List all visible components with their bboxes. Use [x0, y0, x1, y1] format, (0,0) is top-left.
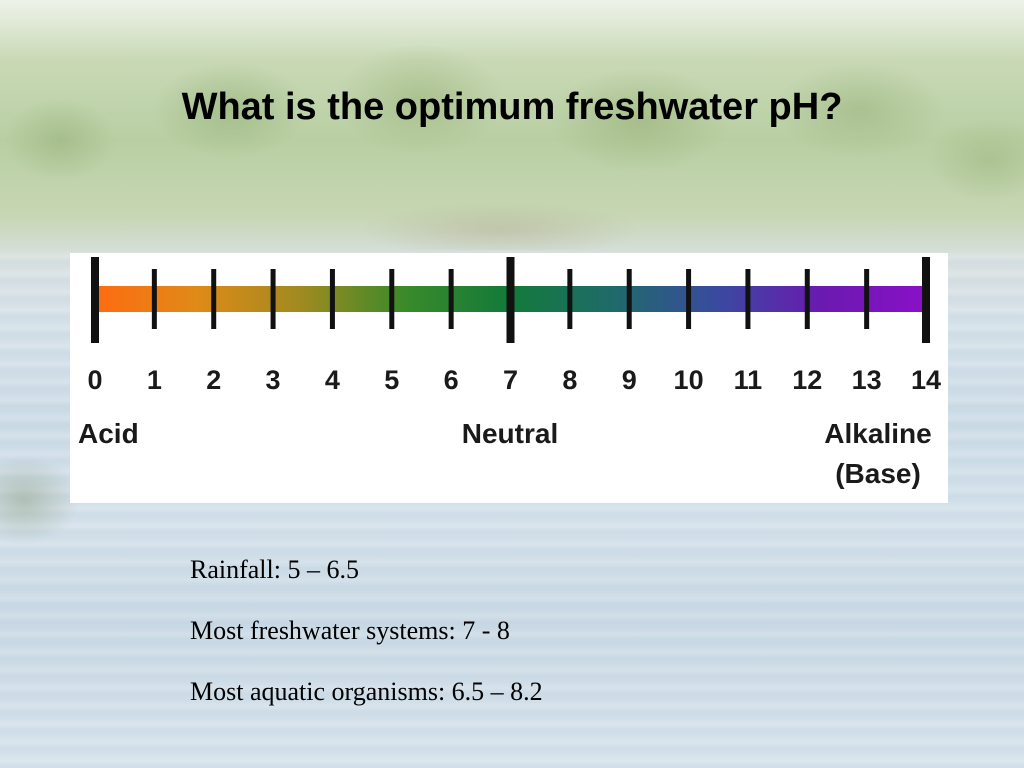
alkaline-label: Alkaline — [824, 418, 931, 449]
ph-scale-panel: 0 1 2 3 4 5 6 7 8 9 10 11 12 13 14 Acid Neutral Alkali… — [70, 253, 948, 503]
ph-tick-label-11: 11 — [734, 365, 763, 395]
ph-scale-diagram: 0 1 2 3 4 5 6 7 8 9 10 11 12 13 14 Acid Neutral Alkali… — [78, 257, 941, 489]
ph-tick-label-6: 6 — [444, 365, 459, 395]
ph-tick-label-9: 9 — [622, 365, 637, 395]
ph-tick-label-7: 7 — [503, 365, 518, 395]
ph-tick-label-12: 12 — [792, 365, 822, 395]
freshwater-systems-fact: Most freshwater systems: 7 - 8 — [190, 616, 510, 645]
ph-tick-label-8: 8 — [562, 365, 577, 395]
rainfall-fact: Rainfall: 5 – 6.5 — [190, 555, 359, 584]
ph-tick-label-5: 5 — [384, 365, 399, 395]
ph-tick-labels: 0 1 2 3 4 5 6 7 8 9 10 11 12 13 14 — [87, 365, 941, 395]
slide-title: What is the optimum freshwater pH? — [181, 86, 843, 128]
ph-tick-label-14: 14 — [911, 365, 941, 395]
neutral-label: Neutral — [462, 418, 558, 449]
ph-tick-label-1: 1 — [147, 365, 162, 395]
ph-tick-label-10: 10 — [674, 365, 704, 395]
acid-label: Acid — [78, 418, 139, 449]
treeline-background — [0, 20, 1024, 250]
ph-tick-label-3: 3 — [266, 365, 281, 395]
base-label: (Base) — [835, 458, 921, 489]
ph-tick-label-0: 0 — [87, 365, 102, 395]
ph-tick-label-13: 13 — [852, 365, 882, 395]
rock-background — [0, 455, 80, 545]
aquatic-organisms-fact: Most aquatic organisms: 6.5 – 8.2 — [190, 677, 543, 706]
ph-tick-label-4: 4 — [325, 365, 340, 395]
ph-facts-list: Rainfall: 5 – 6.5 Most freshwater system… — [190, 555, 890, 738]
ph-tick-label-2: 2 — [206, 365, 221, 395]
ph-tick-marks — [91, 257, 930, 343]
